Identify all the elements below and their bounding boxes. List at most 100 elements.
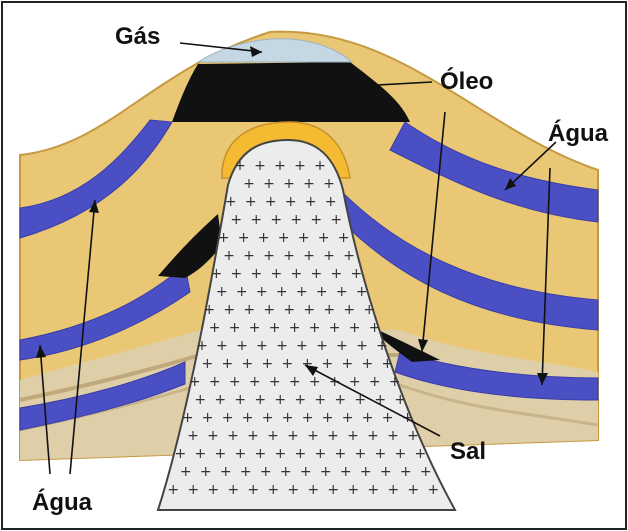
salt-plus-mark: + [343, 248, 355, 264]
salt-plus-mark: + [195, 446, 207, 462]
salt-plus-mark: + [227, 428, 239, 444]
water-pointer-left-1 [39, 344, 51, 475]
salt-plus-mark: + [234, 158, 246, 174]
salt-plus-mark: + [356, 284, 368, 300]
salt-plus-mark: + [336, 284, 348, 300]
label-water-bottom: Água [32, 489, 92, 516]
salt-plus-mark: + [236, 338, 248, 354]
salt-plus-mark: + [275, 446, 287, 462]
salt-plus-mark: + [269, 374, 281, 390]
salt-plus-mark: + [420, 464, 432, 480]
salt-plus-mark: + [336, 338, 348, 354]
salt-plus-mark: + [340, 464, 352, 480]
pointer-lines [39, 42, 557, 475]
salt-plus-mark: + [369, 374, 381, 390]
salt-plus-mark: + [300, 464, 312, 480]
salt-plus-mark: + [175, 446, 187, 462]
salt-plus-mark: + [250, 212, 262, 228]
salt-plus-mark: + [202, 410, 214, 426]
salt-plus-mark: + [367, 428, 379, 444]
salt-plus-mark: + [296, 338, 308, 354]
salt-plus-mark: + [243, 302, 255, 318]
salt-plus-mark: + [375, 446, 387, 462]
salt-plus-mark: + [295, 446, 307, 462]
water-pointer-left-2 [69, 199, 96, 475]
salt-plus-mark: + [222, 410, 234, 426]
salt-plus-mark: + [265, 194, 277, 210]
salt-plus-mark: + [362, 410, 374, 426]
salt-plus-mark: + [262, 356, 274, 372]
salt-plus-mark: + [263, 176, 275, 192]
water-pointer-right-bottom [541, 167, 551, 386]
salt-plus-mark: + [374, 392, 386, 408]
salt-plus-mark: + [256, 284, 268, 300]
salt-plus-mark: + [376, 338, 388, 354]
salt-plus-mark: + [215, 446, 227, 462]
salt-plus-mark: + [329, 374, 341, 390]
salt-plus-mark: + [400, 464, 412, 480]
salt-plus-mark: + [334, 392, 346, 408]
salt-plus-mark: + [238, 230, 250, 246]
salt-plus-mark: + [360, 464, 372, 480]
salt-plus-mark: + [427, 482, 439, 498]
salt-plus-mark: + [182, 410, 194, 426]
salt-plus-mark: + [338, 230, 350, 246]
salt-plus-mark: + [180, 464, 192, 480]
salt-plus-mark: + [309, 320, 321, 336]
salt-plus-mark: + [302, 356, 314, 372]
salt-plus-mark: + [307, 428, 319, 444]
salt-plus-mark: + [255, 446, 267, 462]
salt-plus-mark: + [387, 482, 399, 498]
water-pointer-right-top [504, 141, 557, 191]
salt-plus-mark: + [349, 374, 361, 390]
salt-plus-mark: + [254, 158, 266, 174]
salt-plus-mark: + [214, 392, 226, 408]
salt-plus-mark: + [254, 392, 266, 408]
salt-plus-mark: + [223, 248, 235, 264]
salt-plus-mark: + [342, 356, 354, 372]
salt-plus-mark: + [327, 428, 339, 444]
salt-plus-mark: + [305, 194, 317, 210]
salt-plus-mark: + [290, 212, 302, 228]
salt-plus-mark: + [207, 428, 219, 444]
salt-plus-mark: + [249, 320, 261, 336]
salt-plus-mark: + [251, 266, 263, 282]
salt-plus-mark: + [271, 266, 283, 282]
salt-plus-mark: + [283, 302, 295, 318]
salt-plus-mark: + [311, 266, 323, 282]
salt-plus-mark: + [322, 410, 334, 426]
salt-plus-mark: + [315, 446, 327, 462]
salt-plus-mark: + [314, 158, 326, 174]
salt-plus-mark: + [330, 212, 342, 228]
salt-plus-mark: + [289, 320, 301, 336]
salt-plus-mark: + [323, 248, 335, 264]
salt-plus-mark: + [298, 230, 310, 246]
salt-plus-mark: + [316, 338, 328, 354]
salt-plus-mark: + [294, 392, 306, 408]
oil-cap-layer [172, 62, 410, 122]
salt-plus-mark: + [247, 482, 259, 498]
salt-plus-mark: + [167, 482, 179, 498]
oil-pointer-cap [217, 81, 433, 95]
salt-plus-mark: + [227, 482, 239, 498]
salt-plus-mark: + [303, 248, 315, 264]
salt-plus-mark: + [283, 176, 295, 192]
salt-plus-mark: + [220, 464, 232, 480]
salt-plus-mark: + [278, 230, 290, 246]
salt-plus-mark: + [211, 266, 223, 282]
salt-plus-mark: + [296, 284, 308, 300]
salt-plus-mark: + [209, 320, 221, 336]
salt-plus-mark: + [231, 266, 243, 282]
oil-left-pocket [158, 214, 222, 278]
salt-plus-mark: + [260, 464, 272, 480]
salt-plus-mark: + [354, 392, 366, 408]
salt-plus-mark: + [303, 302, 315, 318]
salt-plus-mark: + [258, 230, 270, 246]
salt-plus-mark: + [303, 176, 315, 192]
salt-plus-mark: + [323, 302, 335, 318]
label-water-right: Água [548, 120, 608, 147]
salt-plus-mark: + [369, 320, 381, 336]
salt-plus-mark: + [209, 374, 221, 390]
salt-plus-mark: + [276, 284, 288, 300]
salt-plus-mark: + [187, 482, 199, 498]
